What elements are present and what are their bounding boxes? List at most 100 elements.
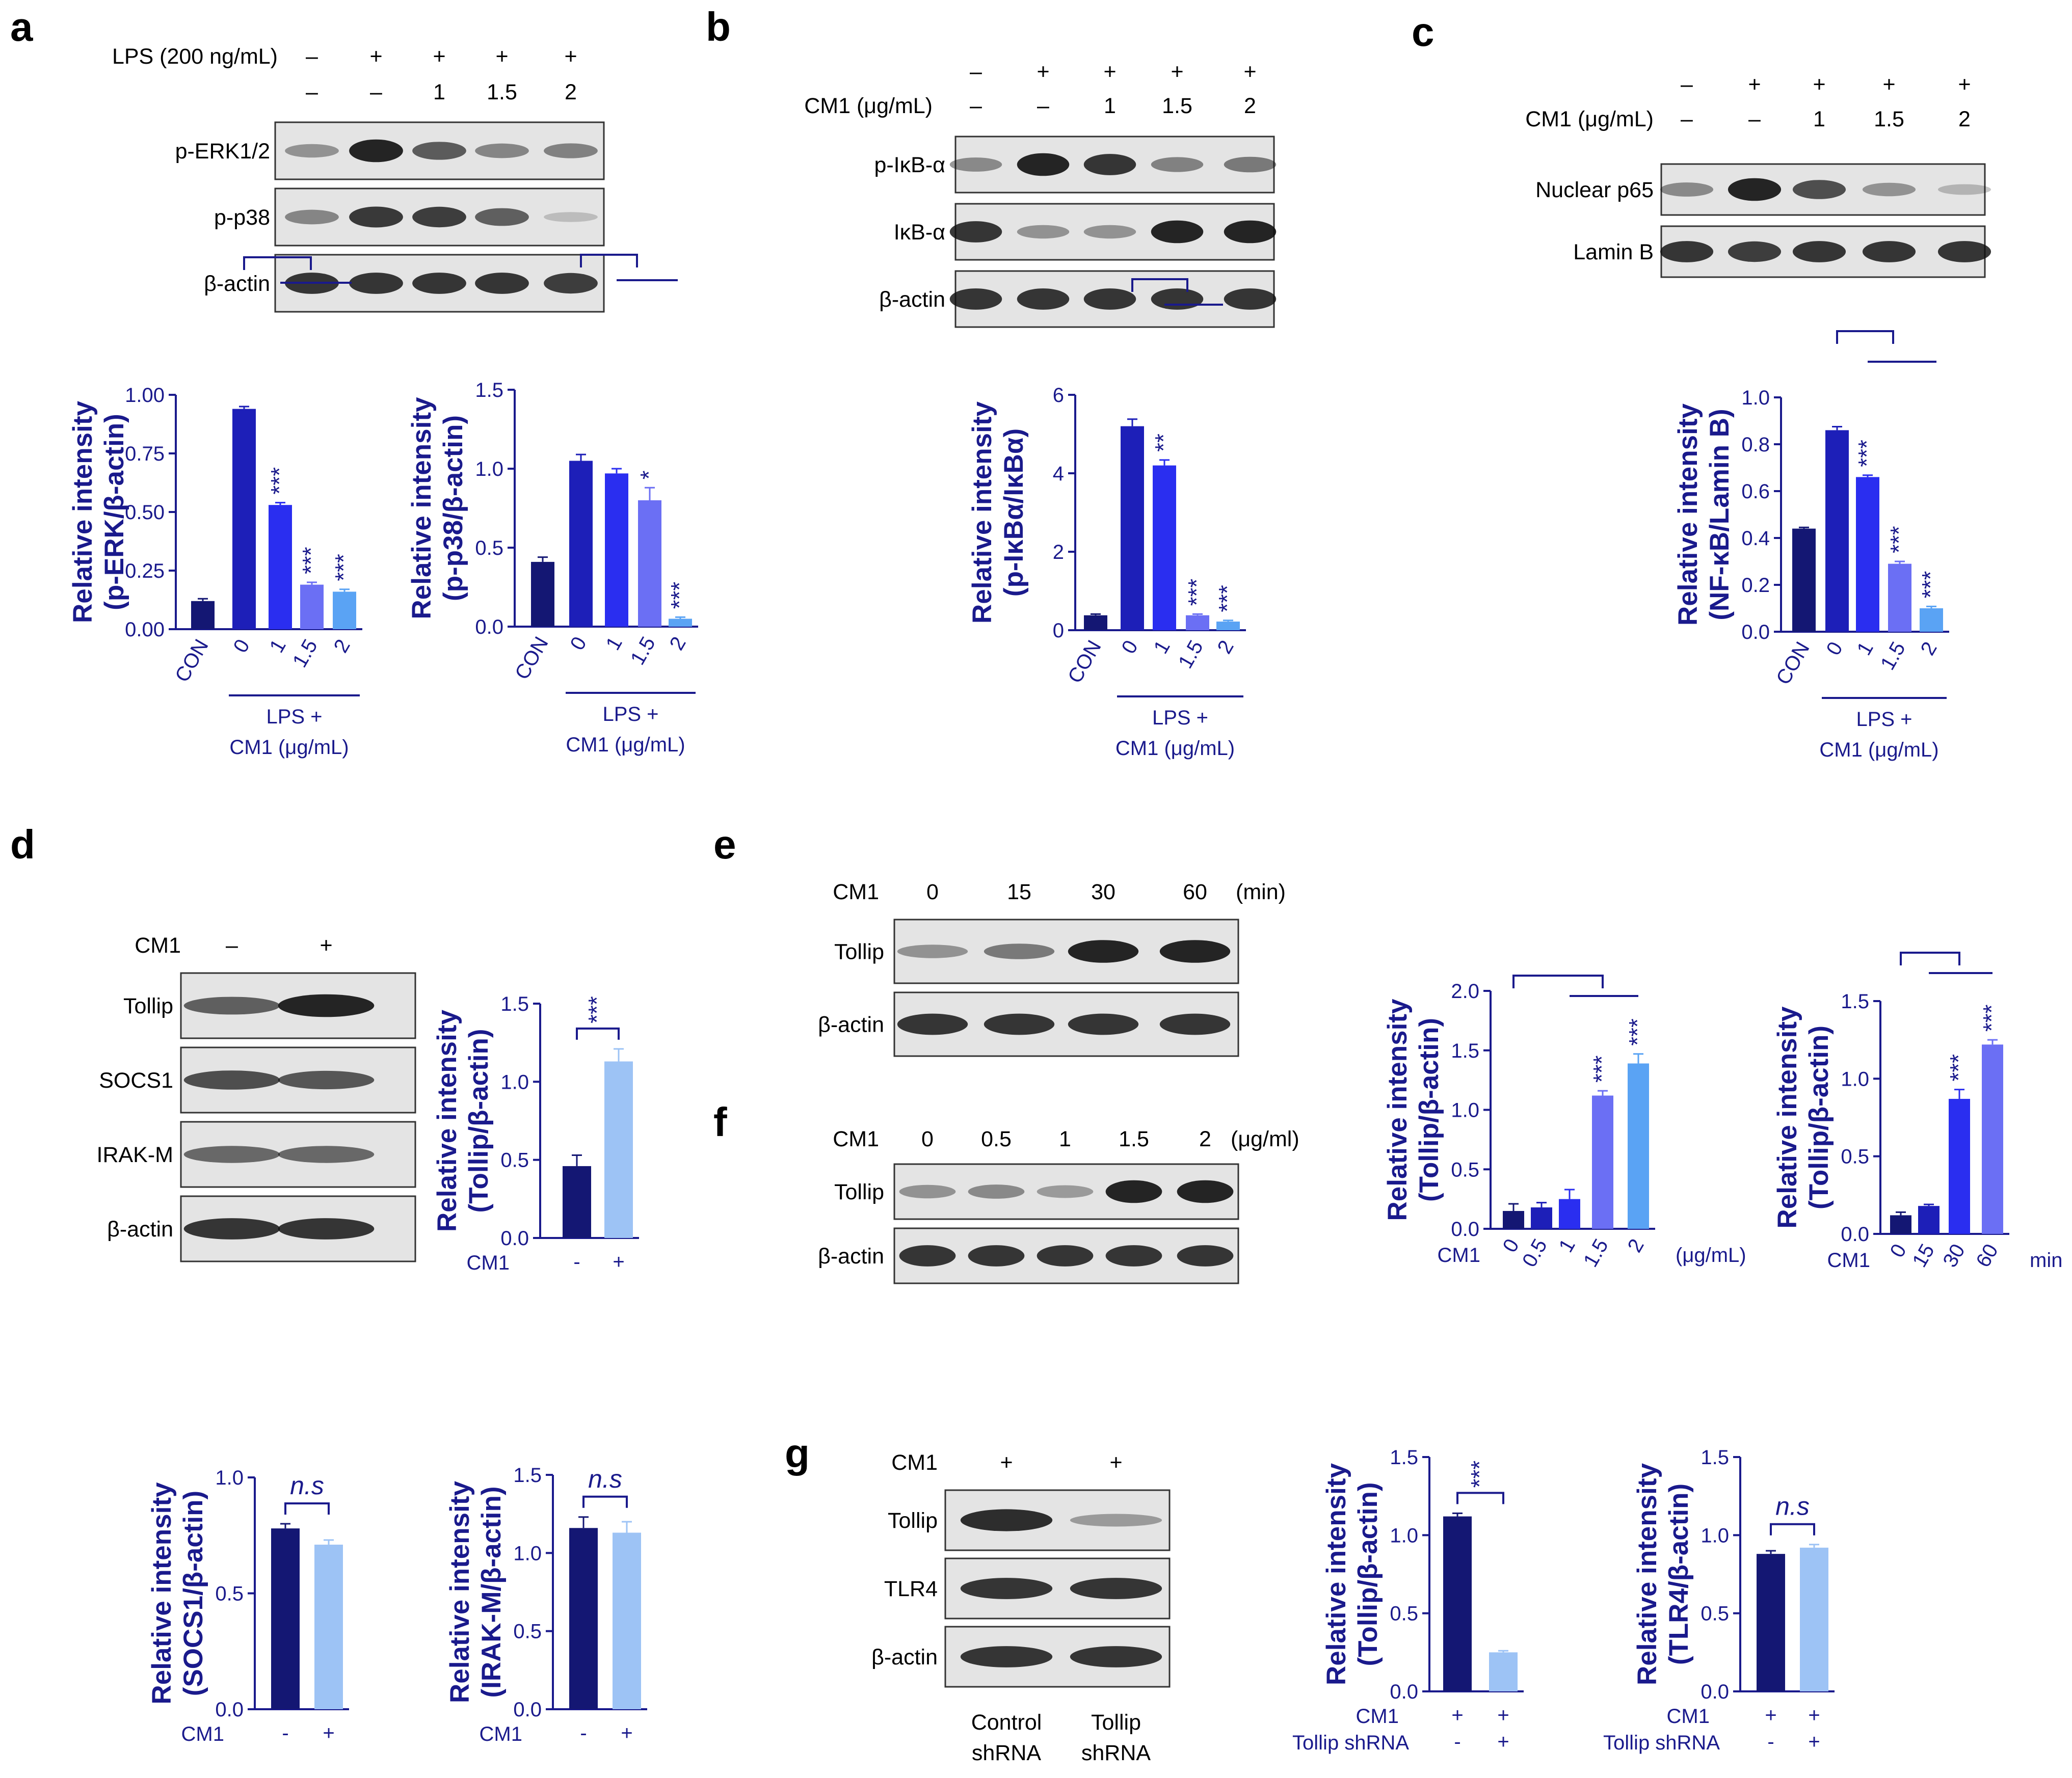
y-tick-label: 0.4 — [1741, 527, 1770, 550]
comparison-bracket — [243, 256, 312, 270]
y-tick-label: 1.0 — [215, 1467, 244, 1489]
y-tick-label: 0.0 — [1841, 1223, 1869, 1246]
y-axis-title-line1: Relative intensity — [147, 1482, 177, 1704]
blot-a-band — [544, 212, 598, 222]
x-tick-label: + — [1765, 1704, 1776, 1727]
y-tick-label: 0.5 — [215, 1583, 244, 1605]
y-axis-title-line2: (Tollip/β-actin) — [1414, 1018, 1444, 1202]
blot-f: CM1 0 0.5 1 1.5 2 (μg/ml) Tollip β-actin — [818, 1127, 1299, 1284]
bar — [1503, 1210, 1524, 1229]
bar — [1888, 563, 1911, 632]
blot-a-band — [412, 206, 466, 228]
y-tick-label: 0.0 — [1701, 1681, 1729, 1703]
y-axis-title-line2: (Tollip/β-actin) — [1353, 1482, 1383, 1666]
significance-label: n.s — [588, 1465, 622, 1493]
bar — [1084, 615, 1107, 630]
blot-b-lane-mark: + — [1103, 60, 1116, 84]
panel-label-c: c — [1412, 9, 1435, 55]
blot-f-row-label: β-actin — [818, 1244, 884, 1269]
blot-f-band — [1105, 1180, 1162, 1203]
blot-d: CM1 – + Tollip SOCS1 IRAK-M β-actin — [97, 933, 416, 1262]
significance-mark: *** — [666, 582, 693, 609]
x-tick-label: + — [613, 1251, 624, 1273]
blot-e-band — [1068, 940, 1139, 963]
blot-c-band — [1937, 241, 1991, 262]
bar — [1153, 465, 1176, 630]
blot-e-lane-mark: 0 — [926, 880, 939, 904]
bar — [1949, 1098, 1970, 1234]
y-axis-title: Relative intensity(p-IκBα/IκBα) — [967, 401, 1029, 624]
y-tick-label: 6 — [1053, 384, 1064, 407]
blot-c-header-label: CM1 (μg/mL) — [1525, 107, 1654, 131]
comparison-bracket — [1512, 975, 1604, 988]
y-tick-label: 0.8 — [1741, 434, 1770, 456]
y-tick-label: 1.5 — [475, 379, 503, 401]
blot-g-row-label: β-actin — [871, 1645, 938, 1669]
blot-b-lane-mark: – — [970, 60, 982, 84]
bar — [669, 618, 692, 627]
panel-label-g: g — [785, 1431, 810, 1476]
y-axis-title-line2: (Tollip/β-actin) — [464, 1029, 494, 1213]
blot-d-row-label: Tollip — [123, 994, 173, 1018]
blot-f-band — [1177, 1245, 1234, 1267]
blot-g-row-label: Tollip — [888, 1508, 938, 1533]
blot-f-band — [968, 1245, 1025, 1267]
comparison-bracket — [1131, 278, 1188, 292]
y-tick-label: 0.50 — [125, 501, 165, 524]
panel-label-a: a — [10, 4, 33, 49]
significance-bracket — [576, 1027, 620, 1040]
x-row-title: CM1 — [1827, 1249, 1870, 1272]
y-axis-title-line1: Relative intensity — [1772, 1006, 1802, 1228]
x-tick-label: + — [1808, 1704, 1820, 1727]
x-row-title: CM1 — [1438, 1244, 1480, 1267]
blot-f-header-label: CM1 — [833, 1127, 879, 1151]
y-tick-label: 1.5 — [513, 1464, 542, 1487]
blot-e-band — [897, 1013, 968, 1035]
bar — [300, 584, 324, 629]
bar — [1920, 608, 1943, 632]
group-label-unit: CM1 (μg/mL) — [229, 736, 349, 759]
y-tick-label: 1.5 — [1390, 1446, 1418, 1469]
blot-f-lane-mark: 1 — [1059, 1127, 1071, 1151]
x-tick-label: + — [323, 1722, 334, 1744]
x-tick-label-row2: + — [1808, 1731, 1820, 1753]
bar — [563, 1166, 591, 1238]
bar — [271, 1528, 300, 1709]
y-axis-title: Relative intensity(Tollip/β-actin) — [1772, 1006, 1834, 1228]
blot-b-band — [1083, 154, 1136, 175]
y-axis-title-line2: (p-p38/β-actin) — [438, 415, 468, 601]
blot-g-footer: Tollip — [1091, 1710, 1141, 1735]
blot-b-membrane — [954, 203, 1275, 261]
significance-label: *** — [583, 996, 610, 1023]
y-tick-label: 0.75 — [125, 443, 165, 465]
group-label: LPS + — [1152, 707, 1208, 729]
x-row2-title: Tollip shRNA — [1292, 1732, 1409, 1754]
y-tick-label: 0 — [1053, 619, 1064, 642]
blot-b-row-label: β-actin — [879, 287, 945, 312]
blot-c-lane-mark: + — [1958, 72, 1971, 97]
blot-a-lane-mark: – — [306, 44, 318, 69]
blot-c-band — [1660, 241, 1714, 262]
x-tick-label-row2: - — [1454, 1731, 1460, 1753]
blot-f-unit: (μg/ml) — [1231, 1127, 1299, 1151]
bar — [314, 1544, 343, 1709]
significance-mark: *** — [1853, 440, 1880, 467]
bar — [1531, 1207, 1552, 1229]
blot-f-lane-mark: 0.5 — [981, 1127, 1012, 1151]
blot-a-lane-mark: 1.5 — [487, 80, 517, 104]
group-label-unit: CM1 (μg/mL) — [566, 734, 685, 756]
blot-c-band — [1792, 241, 1846, 262]
blot-a-lane-mark: + — [369, 44, 382, 69]
bar — [1792, 528, 1816, 632]
blot-e-band — [1159, 1013, 1231, 1035]
blot-c-band — [1862, 241, 1916, 262]
y-tick-label: 0.0 — [215, 1699, 244, 1721]
y-tick-label: 0.5 — [1701, 1603, 1729, 1625]
bar — [191, 601, 215, 629]
significance-mark: *** — [1945, 1054, 1972, 1082]
blot-c-band — [1728, 241, 1782, 262]
group-label: LPS + — [266, 706, 322, 728]
blot-c-lane-mark: + — [1748, 72, 1761, 97]
y-tick-label: 0.0 — [1741, 621, 1770, 643]
bar — [569, 1528, 598, 1709]
